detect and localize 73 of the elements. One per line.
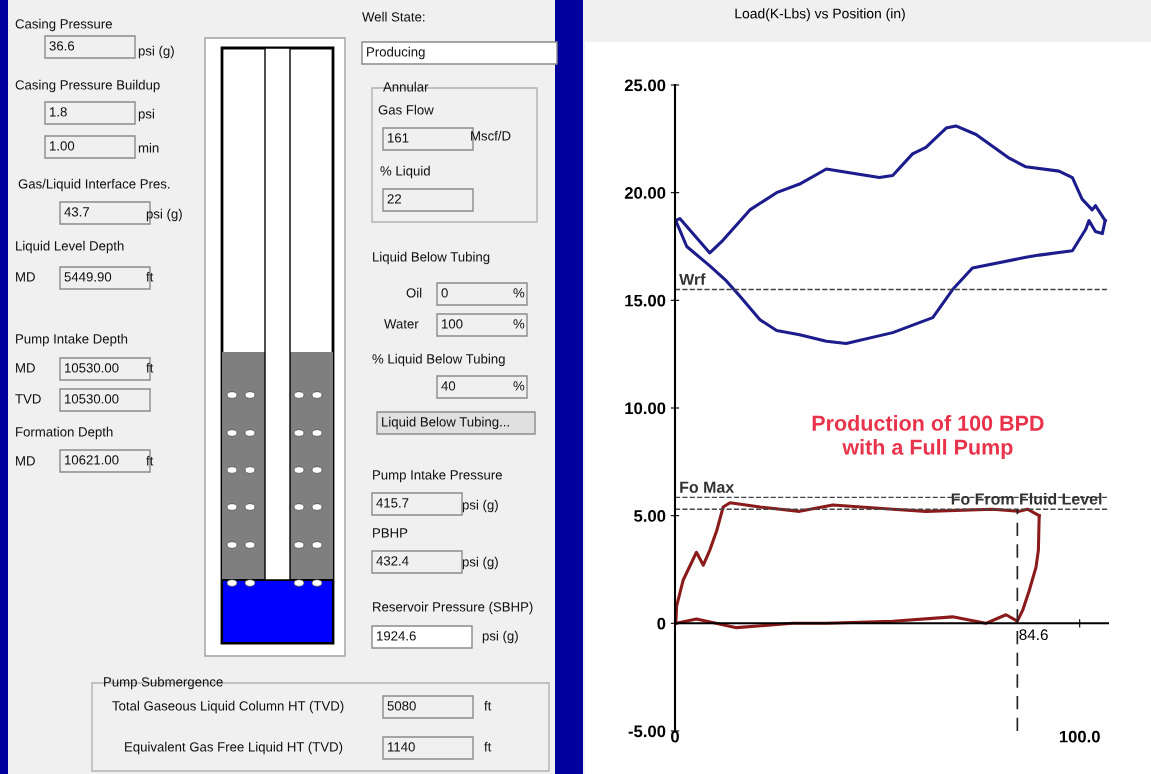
ref-line-label: Wrf (679, 273, 706, 285)
text: ft (146, 362, 154, 373)
text: PBHP (373, 528, 408, 538)
text: 5080 (387, 701, 416, 711)
text: MD (16, 363, 35, 373)
x-tick-label: 100.0 (1059, 730, 1100, 743)
text: min (138, 142, 159, 153)
text: 100 (442, 319, 463, 329)
text: 415.7 (376, 498, 409, 508)
text: 40 (441, 381, 456, 391)
text: Oil (406, 287, 422, 298)
text: % Liquid (380, 165, 430, 179)
text: Gas Flow (378, 104, 434, 115)
y-tick-label: 5.00 (634, 510, 666, 522)
text: MD (16, 456, 35, 466)
text: 22 (387, 194, 402, 204)
text: ft (484, 700, 492, 711)
text: Liquid Below Tubing (373, 251, 490, 265)
text: Pump Intake Pressure (373, 469, 502, 483)
text: psi (g) (138, 45, 174, 59)
text: psi (g) (462, 499, 498, 513)
text: Annular (383, 81, 429, 92)
y-tick-label: 0 (657, 617, 666, 630)
text: psi (g) (482, 630, 518, 644)
text: % Liquid Below Tubing (372, 353, 505, 367)
text: 10530.00 (65, 363, 119, 373)
y-tick-label: 20.00 (624, 187, 666, 199)
text: psi (g) (462, 556, 498, 570)
text: ft (146, 455, 154, 466)
text: Pump Submergence (104, 676, 223, 690)
text: 0 (441, 288, 448, 298)
text: ft (484, 741, 492, 752)
text: psi (138, 108, 154, 122)
text: 5449.90 (64, 272, 112, 282)
text: Reservoir Pressure (SBHP) (373, 601, 533, 615)
text: 10621.00 (65, 455, 119, 465)
y-tick-label: -5.00 (628, 725, 666, 738)
text: Mscf/D (471, 130, 511, 141)
text: 1140 (388, 742, 415, 752)
text: Total Gaseous Liquid Column HT (TVD) (112, 700, 344, 714)
text: Casing Pressure Buildup (15, 79, 160, 93)
text: Equivalent Gas Free Liquid HT (TVD) (125, 741, 343, 755)
text: Formation Depth (16, 426, 113, 440)
annotation: Production of 100 BPD with a Full Pump (812, 415, 1044, 460)
text: 1.00 (50, 141, 75, 151)
text: Well State: (362, 11, 425, 22)
text: % (513, 319, 525, 329)
ref-line-label: Fo Max (680, 481, 735, 493)
text: psi (g) (146, 208, 182, 222)
text: Liquid Below Tubing... (382, 416, 509, 430)
chart-title: Load(K-Lbs) vs Position (in) (735, 8, 905, 22)
text: 10530.00 (65, 394, 119, 404)
text: TVD (15, 394, 41, 404)
text: 36.6 (49, 41, 75, 51)
y-tick-label: 15.00 (625, 294, 666, 307)
y-tick-label: 10.00 (625, 402, 666, 415)
y-tick-label: 25.00 (624, 79, 666, 92)
text: 432.4 (376, 556, 409, 566)
text: 161 (388, 133, 409, 143)
text: MD (16, 272, 35, 282)
text: Casing Pressure (15, 18, 112, 32)
text: 1.8 (50, 107, 67, 117)
ref-line-label: 84.6 (1019, 629, 1048, 641)
text: % (513, 381, 525, 391)
text: 43.7 (64, 207, 90, 217)
text: % (513, 288, 525, 298)
text: Pump Intake Depth (16, 333, 128, 347)
text: Gas/Liquid Interface Pres. (18, 178, 170, 192)
text: ft (146, 271, 154, 282)
text: Liquid Level Depth (16, 240, 124, 254)
text: Water (384, 319, 419, 329)
text: Producing (367, 46, 425, 60)
text: 1924.6 (377, 631, 416, 641)
